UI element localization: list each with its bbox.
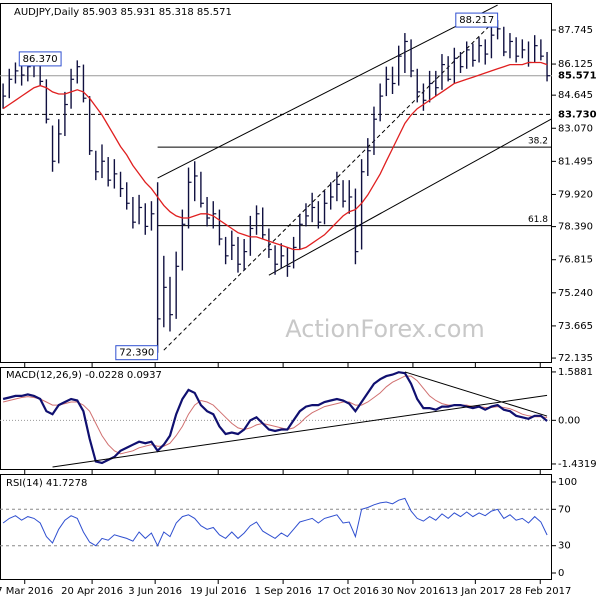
x-tick-label: 17 Oct 2016 xyxy=(317,586,379,597)
annotation-label: 72.390 xyxy=(119,348,154,359)
annotation-box xyxy=(18,51,62,67)
y-tick-label: 76.815 xyxy=(558,255,593,266)
level-label: 85.571 xyxy=(558,71,597,82)
y-tick-label: 72.135 xyxy=(558,353,593,364)
y-tick-label: 87.745 xyxy=(558,25,593,36)
level-label-box xyxy=(553,108,599,121)
trendline xyxy=(268,118,552,276)
labels: 87.745 86.125 84.645 83.070 81.495 79.920 78.3… xyxy=(0,12,599,597)
y-tick-label: -1.4319 xyxy=(558,459,597,470)
x-tick-label: 3 Jun 2016 xyxy=(128,586,182,597)
y-tick-label: 0 xyxy=(558,568,564,579)
chart-title: AUDJPY,Daily 85.903 85.931 85.318 85.571 xyxy=(14,7,232,18)
fib-label: 38.2 xyxy=(528,137,548,147)
main-plot: 38.2 61.8 xyxy=(0,4,552,353)
main-panel xyxy=(0,3,552,363)
x-tick-label: 28 Feb 2017 xyxy=(509,586,571,597)
rsi-label: RSI(14) 41.7278 xyxy=(6,478,87,489)
y-tick-label: 1.5881 xyxy=(558,367,593,378)
y-tick-label: 79.920 xyxy=(558,189,593,200)
x-tick-label: 30 Nov 2016 xyxy=(381,586,445,597)
watermark: ActionForex.com xyxy=(285,315,485,343)
y-tick-label: 78.390 xyxy=(558,222,593,233)
x-tick-label: 20 Apr 2016 xyxy=(61,586,123,597)
y-tick-label: 70 xyxy=(558,504,571,515)
rsi-plot xyxy=(0,497,552,547)
trendline xyxy=(157,4,498,179)
y-tick-label: 83.070 xyxy=(558,123,593,134)
level-label-box xyxy=(553,69,599,82)
y-tick-label: 73.665 xyxy=(558,321,593,332)
annotation-label: 86.370 xyxy=(23,54,58,65)
y-tick-label: 84.645 xyxy=(558,90,593,101)
annotation-box xyxy=(455,12,499,28)
macd-plot xyxy=(0,371,552,468)
y-tick-label: 81.495 xyxy=(558,156,593,167)
rsi-line xyxy=(2,497,548,547)
macd-line xyxy=(2,371,548,465)
y-tick-label: 86.125 xyxy=(558,59,593,70)
y-tick-label: 75.240 xyxy=(558,288,593,299)
x-tick-label: 1 Sep 2016 xyxy=(255,586,312,597)
y-tick-label: 100 xyxy=(558,477,577,488)
x-tick-label: 19 Jul 2016 xyxy=(190,586,247,597)
macd-panel xyxy=(0,367,552,470)
macd-label: MACD(12,26,9) -0.0228 0.0937 xyxy=(6,370,162,381)
x-tick-label: 13 Jan 2017 xyxy=(445,586,505,597)
rsi-panel xyxy=(0,474,552,580)
moving-average xyxy=(2,61,548,251)
annotation-label: 88.217 xyxy=(459,15,494,26)
level-label: 83.730 xyxy=(558,109,597,120)
fib-label: 61.8 xyxy=(528,215,548,225)
macd-trendline xyxy=(52,394,548,468)
annotation-box xyxy=(115,345,159,361)
macd-trendline xyxy=(404,371,548,417)
y-tick-label: 0.00 xyxy=(558,415,580,426)
y-tick-label: 30 xyxy=(558,541,571,552)
x-tick-label: 7 Mar 2016 xyxy=(0,586,53,597)
